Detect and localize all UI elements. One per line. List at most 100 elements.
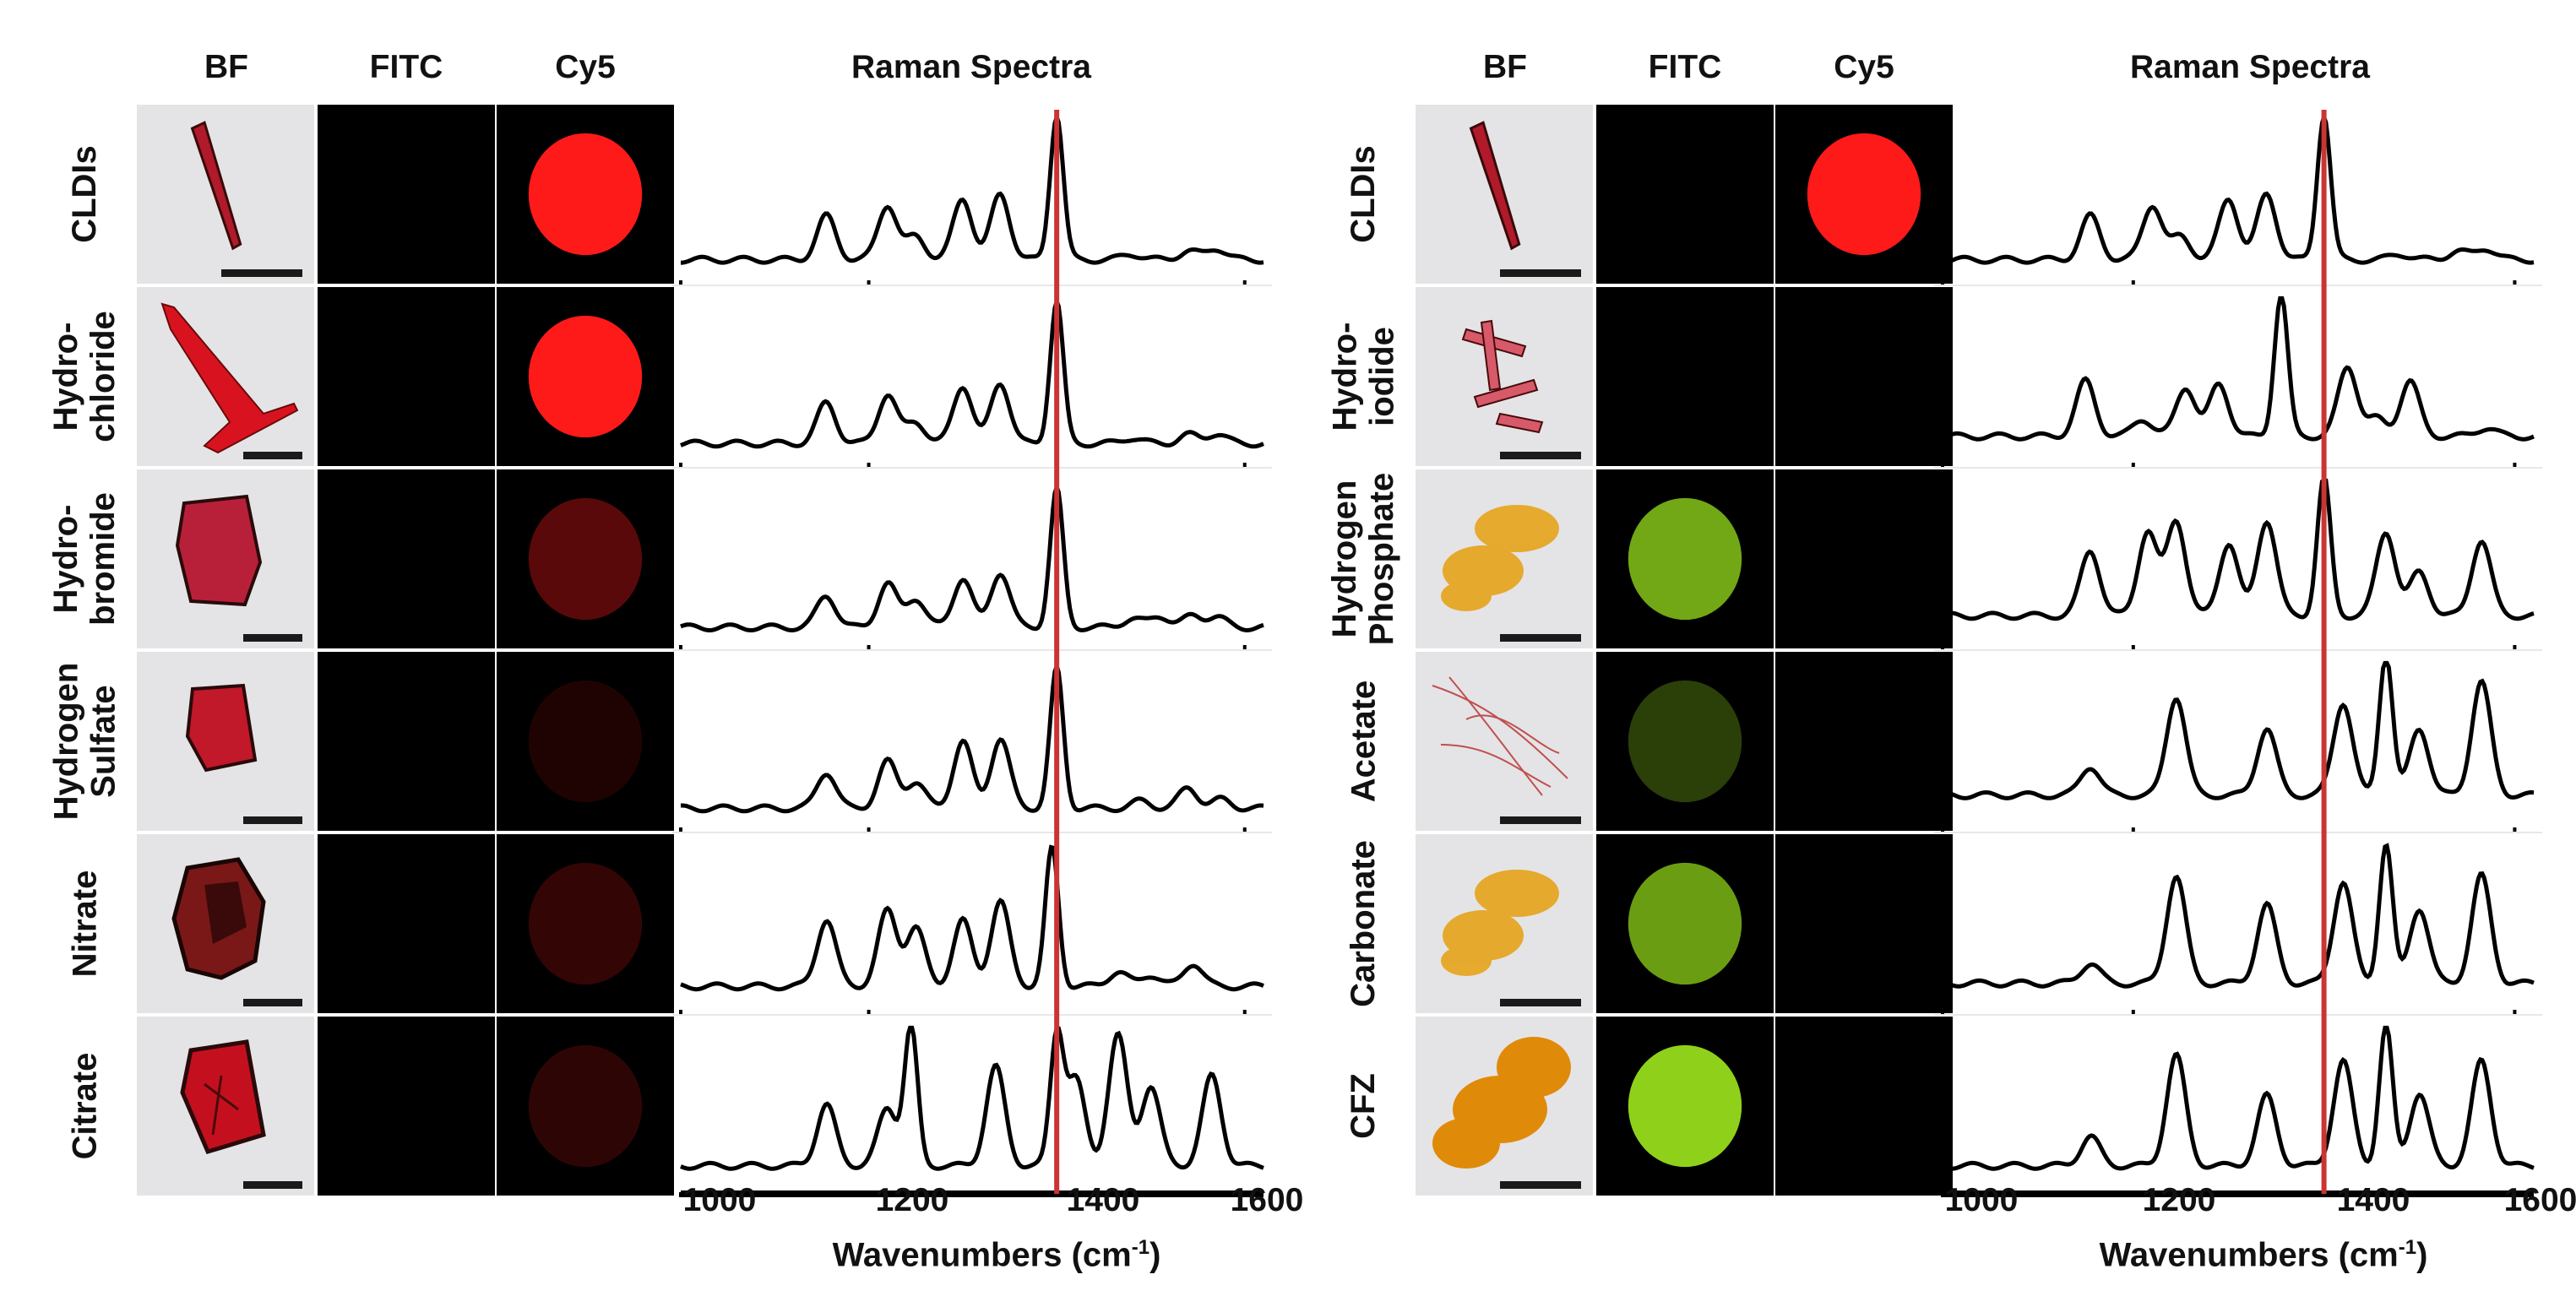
fitc-image (1596, 287, 1774, 466)
fluorescence-signal (318, 652, 495, 831)
spectra-svg (672, 110, 1272, 1197)
crystal-image (171, 857, 266, 980)
row-label-text: Hydro- iodide (1326, 322, 1401, 431)
fluorescence-signal (1775, 469, 1953, 648)
scale-bar (1500, 999, 1581, 1006)
row-label-text: Citrate (66, 1052, 104, 1160)
crystal-image (1469, 121, 1521, 251)
spectrum-line (1942, 660, 2535, 800)
row-label: CLDIs (34, 105, 135, 284)
bf-image (137, 1017, 314, 1196)
row-label: Acetate (1312, 652, 1414, 831)
fluorescence-signal (528, 1044, 643, 1168)
bf-image (137, 287, 314, 466)
scale-bar (243, 1181, 302, 1189)
cy5-image (1775, 1017, 1953, 1196)
scale-bar (1500, 816, 1581, 824)
right-panel: BF FITC Cy5 Raman Spectra CLDIs Hydro- io… (1284, 0, 2576, 1307)
fluorescence-signal (1596, 105, 1774, 284)
spectra-svg (1934, 110, 2542, 1197)
scale-bar (243, 816, 302, 824)
spectrum-line (1942, 1025, 2535, 1171)
fitc-image (318, 105, 495, 284)
bf-image (1416, 834, 1593, 1013)
fitc-image (318, 652, 495, 831)
bf-image (1416, 469, 1593, 648)
crystal-image (1432, 1037, 1571, 1169)
crystal-image (190, 121, 242, 251)
fitc-image (318, 834, 495, 1013)
fitc-image (1596, 469, 1774, 648)
spectrum-line (680, 1025, 1264, 1171)
cy5-image (497, 1017, 674, 1196)
row-label-text: Hydro- bromide (47, 492, 122, 626)
row-label-text: Acetate (1345, 680, 1383, 803)
fitc-image (1596, 1017, 1774, 1196)
fitc-image (1596, 105, 1774, 284)
bf-image (137, 105, 314, 284)
spectrum-line (1942, 296, 2535, 442)
column-header-bf: BF (1483, 49, 1527, 85)
fluorescence-signal (1807, 133, 1921, 256)
x-tick-1400: 1400 (2336, 1182, 2410, 1218)
bf-image (137, 469, 314, 648)
bf-image (1416, 652, 1593, 831)
crystal-image (185, 683, 258, 773)
fluorescence-signal (318, 1017, 495, 1196)
spectrum-line (680, 295, 1264, 449)
x-tick-1400: 1400 (1066, 1182, 1140, 1218)
fluorescence-signal (528, 862, 643, 985)
row-label-text: Hydrogen Sulfate (47, 662, 122, 821)
scale-bar (1500, 634, 1581, 642)
row-label: Hydro- iodide (1312, 287, 1414, 466)
row-label: Hydro- bromide (34, 469, 135, 648)
fluorescence-signal (318, 105, 495, 284)
crystal-image (175, 494, 263, 607)
spectrum-line (1942, 478, 2535, 621)
fitc-image (318, 287, 495, 466)
column-header-bf: BF (204, 49, 248, 85)
fitc-image (318, 1017, 495, 1196)
fluorescence-signal (1628, 1044, 1742, 1168)
fluorescence-signal (528, 680, 643, 803)
column-header-fitc: FITC (1648, 49, 1722, 85)
fluorescence-signal (1775, 1017, 1953, 1196)
fluorescence-signal (1628, 862, 1742, 985)
cy5-image (1775, 287, 1953, 466)
scale-bar (221, 269, 302, 277)
column-header-cy5: Cy5 (1834, 49, 1894, 85)
cy5-image (1775, 105, 1953, 284)
column-header-cy5: Cy5 (555, 49, 616, 85)
spectrum-line (681, 659, 1264, 814)
raman-spectra-chart (1934, 105, 2542, 1219)
cy5-image (497, 652, 674, 831)
bf-image (1416, 1017, 1593, 1196)
row-label: Nitrate (34, 834, 135, 1013)
row-label-text: CLDIs (1344, 145, 1382, 243)
fluorescence-signal (1775, 652, 1953, 831)
fluorescence-signal (528, 133, 643, 256)
fitc-image (1596, 652, 1774, 831)
x-tick-1000: 1000 (1944, 1182, 2019, 1218)
cy5-image (497, 287, 674, 466)
fitc-image (1596, 834, 1774, 1013)
cy5-image (1775, 834, 1953, 1013)
spectrum-line (681, 110, 1264, 265)
fluorescence-signal (1596, 287, 1774, 466)
row-label-text: Hydro- chloride (47, 311, 122, 442)
row-label: Citrate (34, 1017, 135, 1196)
row-label-text: CLDIs (65, 145, 103, 243)
crystal-image (1461, 319, 1544, 434)
cy5-image (1775, 469, 1953, 648)
row-label: CLDIs (1312, 105, 1414, 284)
fluorescence-signal (318, 469, 495, 648)
fluorescence-signal (528, 315, 643, 438)
fluorescence-signal (1628, 497, 1742, 621)
row-label-text: Nitrate (66, 870, 104, 978)
column-header-raman: Raman Spectra (2130, 49, 2370, 85)
scale-bar (1500, 452, 1581, 459)
row-label: CFZ (1312, 1017, 1414, 1196)
scale-bar (1500, 269, 1581, 277)
row-label-text: CFZ (1344, 1073, 1382, 1139)
row-label-text: Carbonate (1345, 840, 1382, 1007)
